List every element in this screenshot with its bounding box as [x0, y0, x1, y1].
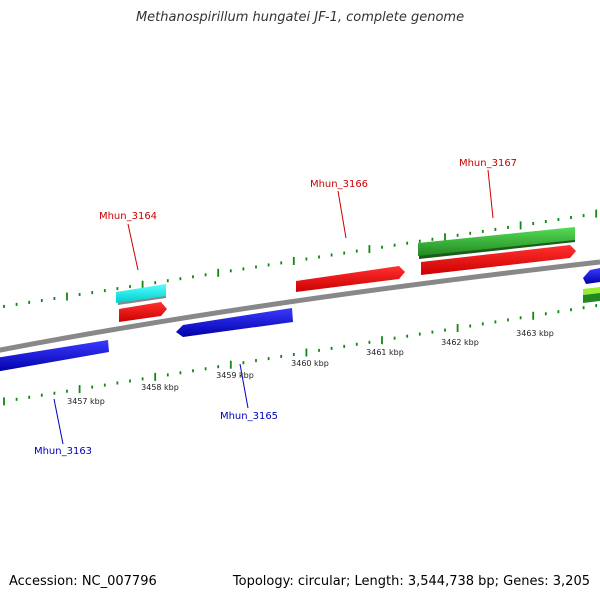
scale-tick-label: 3462 kbp: [441, 338, 479, 347]
rna-feature[interactable]: [116, 284, 166, 303]
cds-mhun-3166[interactable]: [296, 266, 405, 292]
gene-label-mhun-3164[interactable]: Mhun_3164: [99, 211, 157, 222]
scale-tick-label: 3460 kbp: [291, 359, 329, 368]
scale-tick-label: 3459 kbp: [216, 371, 254, 380]
gene-label-mhun-3165[interactable]: Mhun_3165: [220, 411, 278, 422]
cds-mhun-3163[interactable]: [0, 340, 109, 372]
leader-mhun-3164: [127, 223, 139, 271]
scale-labels: 3457 kbp 3458 kbp 3459 kbp 3460 kbp 3461 kbp…: [67, 329, 554, 406]
cds-mhun-3167[interactable]: [421, 245, 576, 275]
green-feature[interactable]: [418, 227, 575, 256]
leader-mhun-3166: [337, 190, 347, 239]
cds-mhun-3164[interactable]: [119, 302, 167, 322]
outer-tick-row: [3, 209, 598, 308]
leader-mhun-3163: [53, 398, 64, 445]
scale-tick-label: 3458 kbp: [141, 383, 179, 392]
gene-labels: Mhun_3163 Mhun_3164 Mhun_3165 Mhun_3166 …: [34, 158, 517, 457]
genome-title: Methanospirillum hungatei JF-1, complete…: [135, 10, 465, 25]
gene-label-mhun-3163[interactable]: Mhun_3163: [34, 446, 92, 457]
accession-text: Accession: NC_007796: [9, 574, 157, 589]
scale-tick-label: 3463 kbp: [516, 329, 554, 338]
gene-leader-lines: [53, 169, 494, 445]
cds-mhun-3165[interactable]: [176, 308, 293, 337]
genome-summary-text: Topology: circular; Length: 3,544,738 bp…: [232, 574, 590, 589]
genome-backbone: [0, 259, 600, 353]
gene-label-mhun-3167[interactable]: Mhun_3167: [459, 158, 517, 169]
gene-label-mhun-3166[interactable]: Mhun_3166: [310, 179, 368, 190]
scale-tick-label: 3461 kbp: [366, 348, 404, 357]
inner-tick-row: [3, 304, 598, 406]
leader-mhun-3165: [239, 363, 249, 409]
right-edge-green-feature[interactable]: [583, 293, 600, 303]
scale-tick-label: 3457 kbp: [67, 397, 105, 406]
leader-mhun-3167: [487, 169, 494, 219]
right-edge-yellowgreen-feature[interactable]: [583, 287, 600, 295]
feature-track: [0, 227, 600, 372]
cds-right-edge-blue[interactable]: [583, 268, 600, 284]
